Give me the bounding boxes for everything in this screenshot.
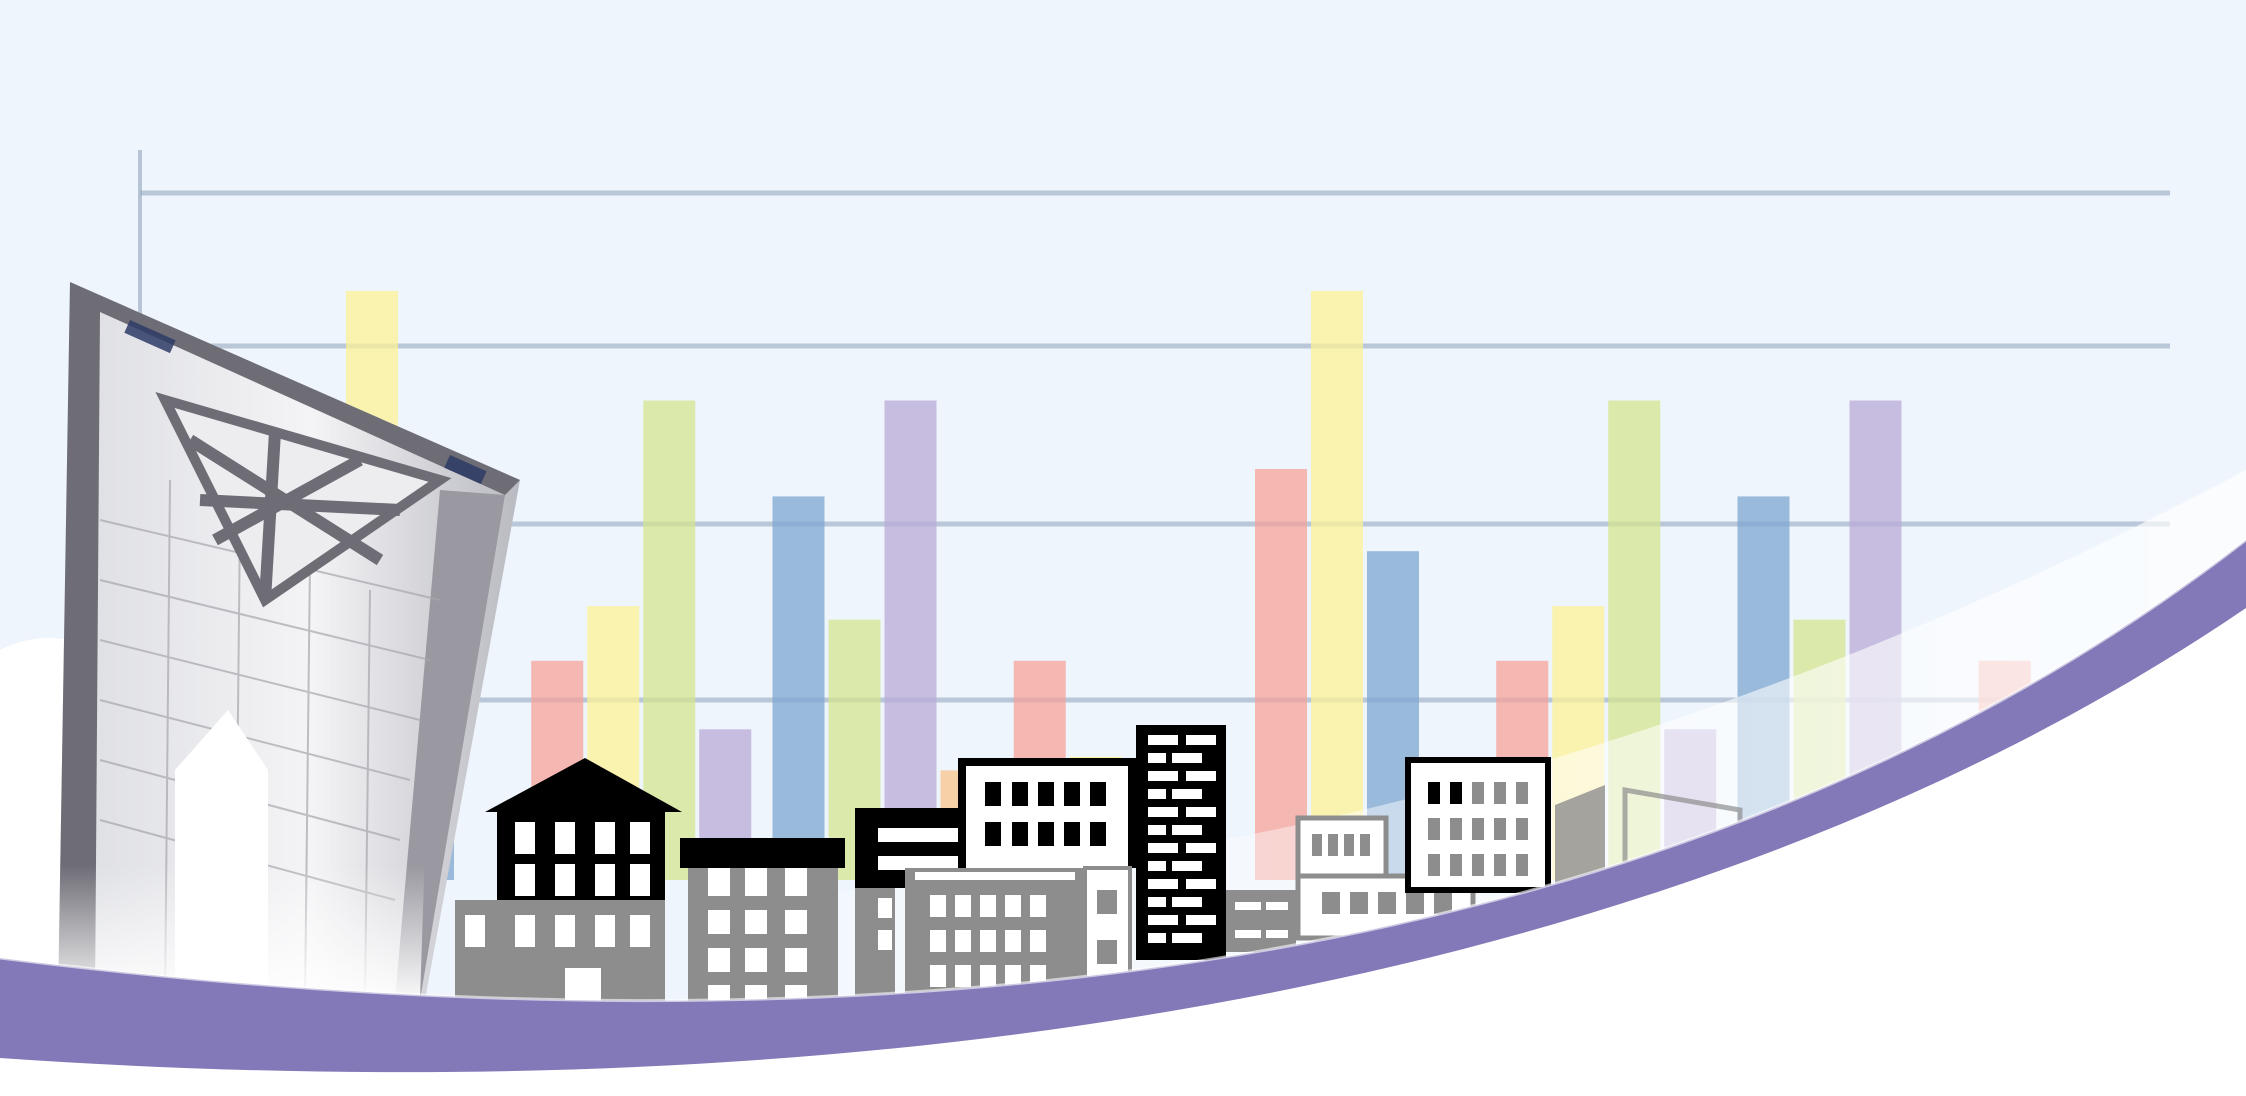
city-skyline-icon bbox=[455, 725, 1743, 1008]
tower-illustration-icon bbox=[58, 282, 520, 1001]
chart-bar bbox=[1255, 469, 1307, 880]
white-wave-band bbox=[0, 608, 2246, 1096]
chart-bar bbox=[1311, 290, 1363, 880]
chart-bar bbox=[884, 400, 937, 880]
chart-bar bbox=[772, 496, 825, 880]
swoosh-highlight bbox=[0, 538, 2246, 1003]
